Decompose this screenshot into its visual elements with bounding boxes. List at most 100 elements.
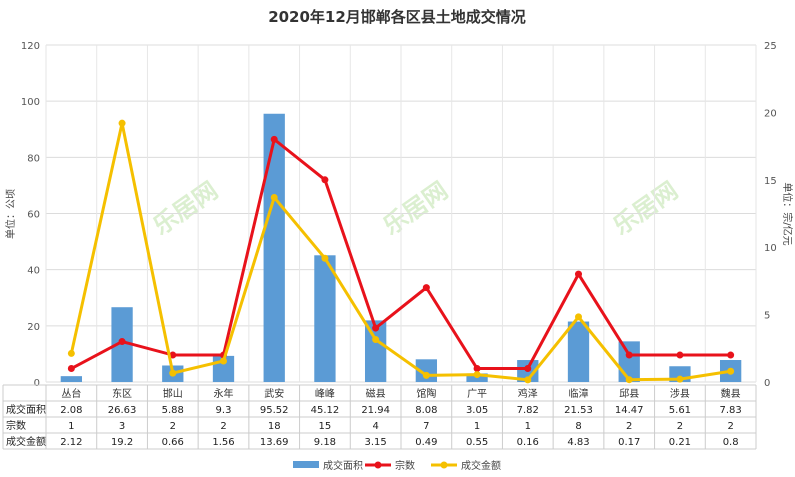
table-cell: 14.47 [615, 405, 644, 416]
line-point[interactable] [625, 376, 633, 384]
category-label: 东区 [112, 387, 132, 400]
legend-swatch [293, 461, 319, 468]
line-point[interactable] [676, 375, 684, 383]
table-row-header: 成交面积 [6, 403, 46, 416]
grid [45, 44, 757, 383]
line-point[interactable] [473, 365, 481, 373]
bar[interactable] [263, 113, 285, 383]
series-line [69, 122, 731, 382]
watermark-text: 乐居网 [378, 176, 453, 240]
bar[interactable] [618, 341, 640, 382]
bar[interactable] [314, 255, 336, 382]
table-cell: 0.17 [618, 437, 640, 448]
line-point[interactable] [118, 119, 126, 127]
line-point[interactable] [169, 351, 177, 359]
category-label: 鸡泽 [518, 387, 538, 400]
category-label: 磁县 [366, 387, 386, 400]
line-point[interactable] [524, 365, 532, 373]
table-cell: 2 [220, 421, 226, 432]
table-cell: 4.83 [567, 437, 589, 448]
line-point[interactable] [422, 284, 430, 292]
line-point[interactable] [473, 371, 481, 379]
line-point[interactable] [270, 193, 278, 201]
line-point[interactable] [727, 351, 735, 359]
line-point[interactable] [67, 349, 75, 357]
legend-label[interactable]: 宗数 [395, 459, 415, 472]
table-cell: 7.83 [720, 405, 742, 416]
right-tick-label: 20 [764, 108, 777, 119]
line-point[interactable] [372, 324, 380, 332]
line-point[interactable] [220, 357, 227, 365]
table-cell: 0.16 [517, 437, 539, 448]
table-cell: 95.52 [260, 405, 289, 416]
line-point[interactable] [575, 270, 582, 278]
left-tick-label: 100 [21, 97, 40, 108]
category-label: 峰峰 [315, 388, 335, 400]
table-cell: 0.21 [669, 437, 691, 448]
line-point[interactable] [422, 371, 430, 379]
category-label: 永年 [214, 387, 234, 400]
category-label: 丛台 [61, 387, 81, 400]
table-cell: 2.08 [60, 405, 82, 416]
category-label: 邯山 [163, 387, 183, 400]
watermark-text: 乐居网 [148, 176, 223, 240]
left-axis-label: 单位：公顷 [4, 189, 17, 239]
table-cell: 3.05 [466, 405, 488, 416]
table-cell: 0.49 [415, 437, 437, 448]
table-cell: 21.53 [564, 405, 593, 416]
left-tick-label: 80 [27, 153, 40, 164]
legend-label[interactable]: 成交金额 [461, 459, 501, 472]
table-row-header: 成交金额 [6, 435, 46, 448]
line-point[interactable] [321, 176, 329, 184]
table-cell: 1 [525, 421, 531, 432]
bar[interactable] [60, 376, 83, 382]
line-point[interactable] [169, 369, 177, 377]
category-label: 广平 [467, 388, 487, 400]
series-line [70, 136, 731, 371]
table-cell: 18 [268, 421, 281, 432]
category-label: 馆陶 [416, 387, 436, 400]
line-point[interactable] [270, 135, 278, 143]
table-cell: 0.55 [466, 437, 488, 448]
line-point[interactable] [67, 365, 75, 373]
right-tick-label: 10 [764, 243, 777, 254]
table-cell: 0.66 [162, 437, 184, 448]
table-cell: 7.82 [517, 405, 539, 416]
line-point[interactable] [625, 351, 633, 359]
line-point[interactable] [372, 336, 380, 344]
table-cell: 5.61 [669, 405, 691, 416]
table-cell: 1 [68, 421, 74, 432]
table-cell: 5.88 [162, 405, 184, 416]
right-tick-label: 15 [764, 176, 777, 187]
legend[interactable]: 成交面积 宗数 成交金额 [293, 459, 501, 472]
line-point[interactable] [575, 313, 582, 321]
line-point[interactable] [118, 338, 126, 346]
right-axis-label: 单位：宗/亿元 [781, 182, 794, 245]
table-cell: 26.63 [108, 405, 137, 416]
table-cell: 2 [727, 421, 733, 432]
legend-label[interactable]: 成交面积 [323, 459, 363, 472]
table-cell: 21.94 [361, 405, 390, 416]
table-cell: 4 [372, 421, 378, 432]
left-tick-label: 0 [34, 378, 40, 389]
table-cell: 19.2 [111, 437, 133, 448]
bar[interactable] [567, 321, 590, 382]
left-tick-label: 40 [27, 266, 40, 277]
line-point[interactable] [727, 367, 735, 375]
left-tick-label: 60 [27, 210, 40, 221]
legend-marker [440, 461, 448, 469]
line-point[interactable] [676, 351, 684, 359]
line-point[interactable] [321, 254, 329, 262]
table-cell: 3 [119, 421, 125, 432]
category-label: 邱县 [619, 387, 639, 400]
line-point[interactable] [524, 376, 532, 384]
table-cell: 2 [677, 421, 683, 432]
bar[interactable] [364, 320, 387, 382]
table-cell: 13.69 [260, 437, 289, 448]
category-label: 魏县 [721, 387, 741, 400]
table-cell: 2.12 [60, 437, 82, 448]
table-cell: 1.56 [212, 437, 234, 448]
category-label: 涉县 [670, 387, 690, 400]
